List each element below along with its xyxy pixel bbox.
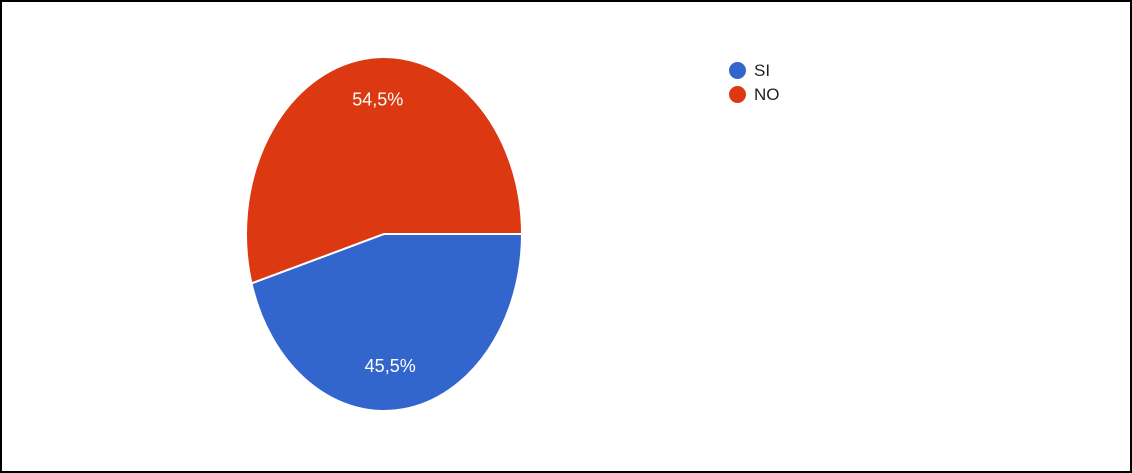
legend-swatch-no xyxy=(729,85,746,103)
legend-label-no: NO xyxy=(754,84,780,104)
legend-swatch-si xyxy=(729,61,746,79)
data-label-si: 45,5% xyxy=(365,356,416,376)
legend: SI NO xyxy=(729,58,780,106)
pie-slice-no[interactable] xyxy=(245,56,523,285)
legend-item-no[interactable]: NO xyxy=(729,82,780,106)
legend-item-si[interactable]: SI xyxy=(729,58,780,82)
pie-slice-si[interactable] xyxy=(250,233,523,412)
pie-slices xyxy=(245,56,523,412)
data-label-no: 54,5% xyxy=(352,90,403,110)
legend-label-si: SI xyxy=(754,60,771,80)
pie-data-labels: 45,5% 54,5% xyxy=(352,90,415,376)
